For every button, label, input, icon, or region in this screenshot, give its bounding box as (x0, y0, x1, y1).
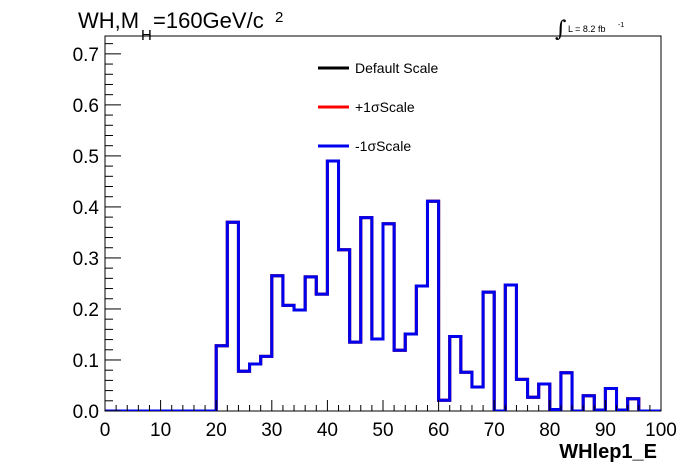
y-tick-label: 0.0 (73, 402, 99, 423)
integral-symbol: ∫ (555, 17, 567, 42)
x-axis-label: WHlep1_E (559, 441, 657, 463)
x-tick-label: 90 (595, 420, 616, 441)
y-tick-label: 0.6 (73, 96, 99, 117)
x-tick-label: 10 (150, 420, 171, 441)
legend-entry-label: +1σScale (355, 99, 415, 115)
x-tick-label: 60 (428, 420, 449, 441)
luminosity-annotation: ∫ L = 8.2 fb -1 (555, 17, 624, 42)
x-tick-label: 50 (372, 420, 393, 441)
lumi-text: L = 8.2 fb (568, 24, 605, 34)
y-tick-label: 0.1 (73, 351, 99, 372)
y-tick-label: 0.3 (73, 249, 99, 270)
legend-entry-label: -1σScale (355, 138, 411, 154)
title-main: WH,M (78, 8, 139, 33)
lumi-superscript: -1 (618, 22, 624, 29)
series-layer (105, 159, 661, 411)
x-tick-label: 30 (261, 420, 282, 441)
y-tick-label: 0.5 (73, 147, 99, 168)
x-tick-label: 20 (206, 420, 227, 441)
y-tick-label: 0.2 (73, 300, 99, 321)
series-line-2 (105, 159, 661, 411)
x-tick-label: 80 (539, 420, 560, 441)
y-tick-label: 0.7 (73, 45, 99, 66)
title-rest: =160GeV/c (153, 8, 264, 33)
y-tick-label: 0.4 (73, 198, 100, 219)
axis-layer: 0 10 20 30 40 50 60 70 80 90 100 0.0 0.1 0.2 0.3 0.4 0.5… (73, 43, 677, 441)
x-tick-label: 100 (645, 420, 677, 441)
x-tick-label: 70 (484, 420, 505, 441)
x-tick-label: 40 (317, 420, 338, 441)
legend: Default Scale +1σScale -1σScale (318, 60, 438, 154)
legend-entry-label: Default Scale (355, 60, 438, 76)
title-superscript: 2 (275, 9, 283, 26)
x-tick-label: 0 (100, 420, 111, 441)
chart-title: WH,M H =160GeV/c 2 (78, 8, 283, 44)
